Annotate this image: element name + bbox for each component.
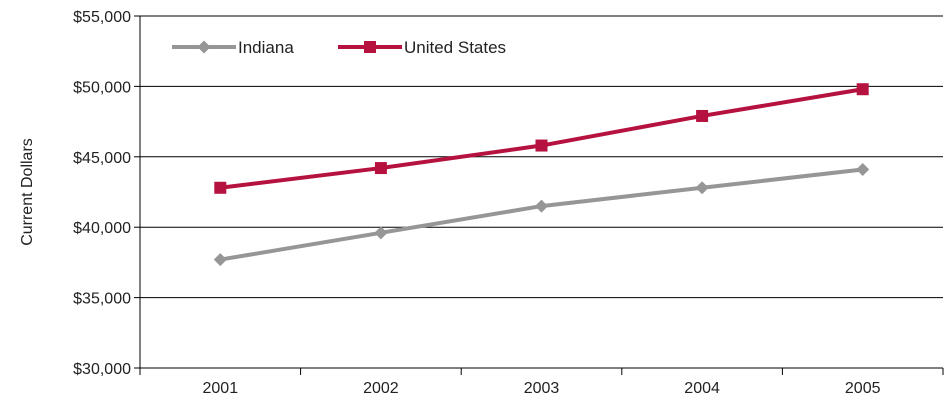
series-line-united-states — [220, 87, 864, 190]
y-axis-ticks: $30,000 $35,000 $40,000 $45,000 $50,000 $55,0… — [73, 9, 140, 378]
x-tick-label: 2004 — [684, 380, 720, 397]
legend-item-indiana: Indiana — [172, 38, 294, 57]
x-tick-label: 2001 — [203, 380, 239, 397]
series-indiana — [213, 162, 870, 267]
legend-swatch-marker — [197, 40, 211, 54]
gridlines — [140, 15, 943, 299]
y-axis-title: Current Dollars — [19, 138, 36, 246]
data-point-indiana — [374, 226, 388, 240]
y-tick-label: $30,000 — [73, 361, 131, 378]
data-point-indiana — [535, 199, 548, 213]
legend-swatch-marker — [364, 41, 376, 53]
series-united-states — [214, 83, 869, 194]
data-point-united-states — [696, 109, 709, 122]
y-tick-label: $45,000 — [73, 150, 131, 167]
x-tick-label: 2002 — [363, 380, 399, 397]
y-tick-label: $55,000 — [73, 9, 131, 26]
data-point-united-states — [214, 181, 227, 194]
legend-label: Indiana — [238, 38, 294, 57]
series-group — [213, 83, 870, 267]
axes — [139, 16, 943, 369]
data-point-united-states — [535, 139, 548, 152]
y-tick-label: $50,000 — [73, 79, 131, 96]
data-point-united-states — [856, 83, 869, 96]
data-point-united-states — [374, 162, 387, 175]
legend-label: United States — [404, 38, 506, 57]
x-tick-label: 2005 — [845, 380, 881, 397]
x-tick-label: 2003 — [524, 380, 560, 397]
x-axis-ticks: 2001 2002 2003 2004 2005 — [139, 368, 944, 397]
series-line-indiana — [219, 167, 863, 262]
data-point-indiana — [856, 162, 870, 176]
data-point-indiana — [695, 181, 709, 195]
data-point-indiana — [213, 253, 227, 267]
y-tick-label: $35,000 — [73, 291, 131, 308]
legend: Indiana United States — [172, 38, 506, 57]
legend-item-united-states: United States — [338, 38, 506, 57]
y-tick-label: $40,000 — [73, 220, 131, 237]
